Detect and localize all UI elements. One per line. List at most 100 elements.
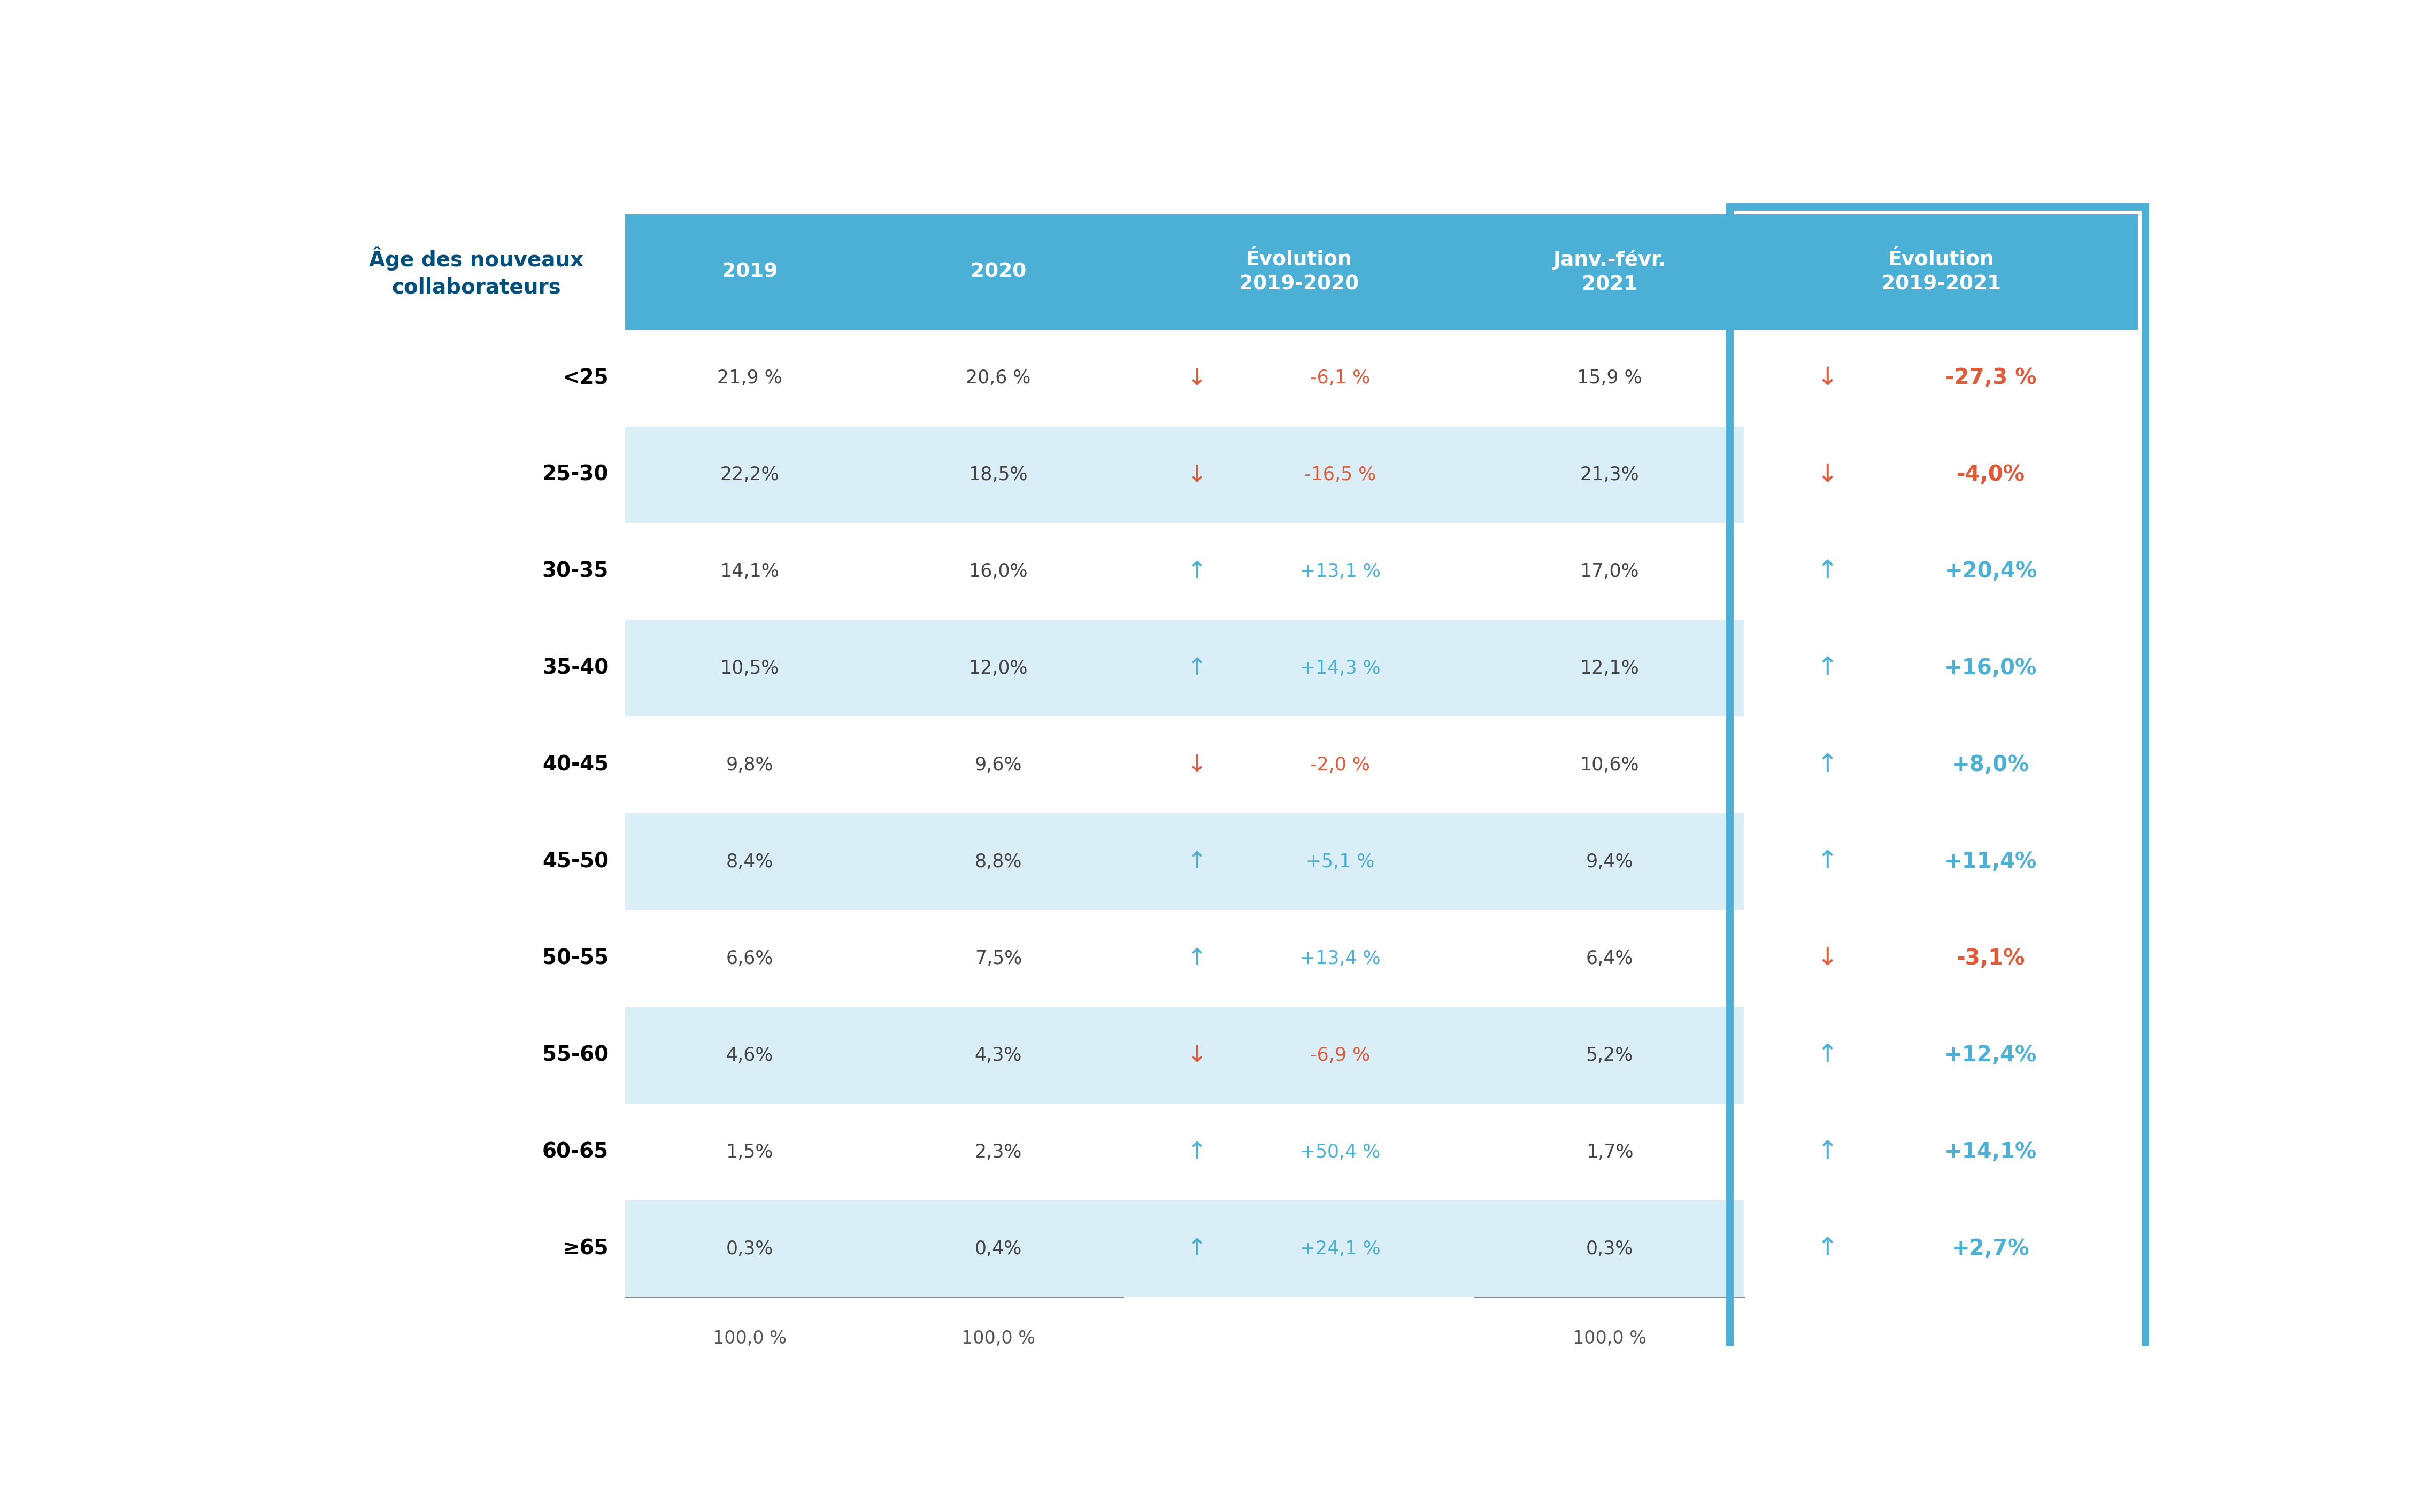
Text: ↑: ↑ <box>1186 850 1208 874</box>
Bar <box>1123 1007 1474 1104</box>
Text: 7,5%: 7,5% <box>974 950 1022 968</box>
Text: Janv.-févr.
2021: Janv.-févr. 2021 <box>1553 249 1667 295</box>
Bar <box>326 1297 626 1379</box>
Bar <box>626 426 875 523</box>
Bar <box>875 910 1123 1007</box>
Bar <box>1123 426 1474 523</box>
Bar <box>875 717 1123 813</box>
Bar <box>1474 717 1744 813</box>
Bar <box>875 215 1123 330</box>
Bar <box>1123 813 1474 910</box>
Bar <box>326 1201 626 1297</box>
Text: +11,4%: +11,4% <box>1945 851 2037 872</box>
Bar <box>626 1201 875 1297</box>
Text: 2019: 2019 <box>722 263 778 281</box>
Bar <box>626 1297 875 1379</box>
Bar <box>875 330 1123 426</box>
Bar <box>326 215 626 330</box>
Bar <box>1123 1297 1474 1379</box>
Text: 0,4%: 0,4% <box>974 1240 1022 1258</box>
Bar <box>626 910 875 1007</box>
Text: ↑: ↑ <box>1817 656 1839 680</box>
Bar <box>1123 1201 1474 1297</box>
Text: 14,1%: 14,1% <box>720 562 780 581</box>
Bar <box>326 910 626 1007</box>
Text: -4,0%: -4,0% <box>1957 464 2025 485</box>
Text: ↑: ↑ <box>1186 947 1208 971</box>
Bar <box>326 620 626 717</box>
Bar <box>626 620 875 717</box>
Text: -6,9 %: -6,9 % <box>1309 1046 1370 1064</box>
Text: ↓: ↓ <box>1186 753 1208 777</box>
Bar <box>1744 330 2138 426</box>
Bar <box>1744 813 2138 910</box>
Text: 9,8%: 9,8% <box>725 756 773 774</box>
Text: +5,1 %: +5,1 % <box>1305 853 1375 871</box>
Bar <box>1474 1297 1744 1379</box>
Text: <25: <25 <box>563 367 609 389</box>
Text: +8,0%: +8,0% <box>1952 754 2029 776</box>
Bar <box>1744 215 2138 330</box>
Bar <box>1474 813 1744 910</box>
Bar <box>1744 910 2138 1007</box>
Text: ↓: ↓ <box>1186 1043 1208 1067</box>
Text: ↓: ↓ <box>1186 366 1208 390</box>
Text: ↑: ↑ <box>1186 656 1208 680</box>
Text: -3,1%: -3,1% <box>1957 948 2025 969</box>
Bar <box>875 620 1123 717</box>
Text: +13,4 %: +13,4 % <box>1300 950 1380 968</box>
Bar <box>1474 1201 1744 1297</box>
Bar <box>1123 523 1474 620</box>
Bar <box>1474 330 1744 426</box>
Bar <box>875 813 1123 910</box>
Bar <box>326 717 626 813</box>
Text: ↓: ↓ <box>1817 463 1839 487</box>
Bar <box>875 523 1123 620</box>
Bar <box>626 1007 875 1104</box>
Text: 100,0 %: 100,0 % <box>962 1329 1034 1347</box>
Text: 100,0 %: 100,0 % <box>1573 1329 1645 1347</box>
Bar <box>1744 1104 2138 1201</box>
Text: ↑: ↑ <box>1817 1140 1839 1164</box>
Text: 6,4%: 6,4% <box>1585 950 1633 968</box>
Bar <box>875 1297 1123 1379</box>
Bar <box>1474 523 1744 620</box>
Bar <box>326 523 626 620</box>
Text: 2020: 2020 <box>971 263 1027 281</box>
Bar <box>1474 1104 1744 1201</box>
Bar <box>1474 1007 1744 1104</box>
Bar <box>875 1007 1123 1104</box>
Bar <box>1123 717 1474 813</box>
Text: 5,2%: 5,2% <box>1585 1046 1633 1064</box>
Bar <box>626 215 875 330</box>
Text: ↑: ↑ <box>1817 850 1839 874</box>
Text: 1,5%: 1,5% <box>725 1143 773 1161</box>
Text: 1,7%: 1,7% <box>1585 1143 1633 1161</box>
Bar <box>626 330 875 426</box>
Bar <box>875 1201 1123 1297</box>
Text: 17,0%: 17,0% <box>1580 562 1638 581</box>
Text: 2,3%: 2,3% <box>974 1143 1022 1161</box>
Text: 15,9 %: 15,9 % <box>1578 369 1643 387</box>
Text: 10,5%: 10,5% <box>720 659 778 677</box>
Text: ≥65: ≥65 <box>563 1238 609 1259</box>
Bar <box>626 813 875 910</box>
Bar <box>1744 426 2138 523</box>
Bar <box>626 523 875 620</box>
Bar <box>626 717 875 813</box>
Text: 45-50: 45-50 <box>541 851 609 872</box>
Bar <box>1123 215 1474 330</box>
Bar <box>326 330 626 426</box>
Text: +14,3 %: +14,3 % <box>1300 659 1380 677</box>
Text: +12,4%: +12,4% <box>1945 1045 2037 1066</box>
Bar <box>875 1104 1123 1201</box>
Text: ↑: ↑ <box>1817 753 1839 777</box>
Text: 9,4%: 9,4% <box>1585 853 1633 871</box>
Text: +20,4%: +20,4% <box>1945 561 2037 582</box>
Text: ↑: ↑ <box>1186 559 1208 584</box>
Text: 9,6%: 9,6% <box>974 756 1022 774</box>
Text: 16,0%: 16,0% <box>969 562 1027 581</box>
Text: 21,3%: 21,3% <box>1580 466 1638 484</box>
Text: Évolution
2019-2021: Évolution 2019-2021 <box>1882 249 2000 293</box>
Text: 10,6%: 10,6% <box>1580 756 1638 774</box>
